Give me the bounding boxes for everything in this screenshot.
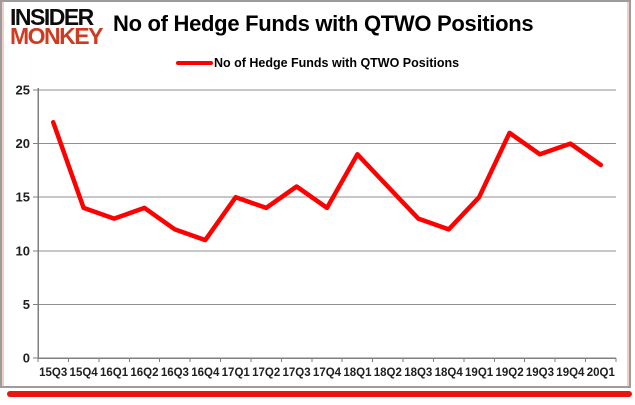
hedge-funds-series-line (50, 119, 604, 243)
chart-title: No of Hedge Funds with QTWO Positions (113, 11, 534, 36)
x-axis-tick-label: 18Q3 (404, 367, 432, 379)
chart-frame (0, 0, 631, 388)
x-axis-tick-label: 16Q2 (130, 367, 158, 379)
y-axis-tick-label: 15 (16, 190, 30, 205)
x-axis-tick-label: 16Q4 (191, 367, 220, 379)
legend: No of Hedge Funds with QTWO Positions (0, 56, 635, 70)
y-axis-tick-label: 10 (16, 243, 30, 258)
x-axis-tick-label: 17Q4 (313, 367, 342, 379)
x-axis-tick-label: 17Q3 (283, 367, 311, 379)
x-axis-tick-label: 19Q2 (495, 367, 523, 379)
x-axis-tick-label: 18Q4 (435, 367, 464, 379)
bottom-red-bar (7, 391, 632, 397)
x-axis-tick-label: 17Q2 (252, 367, 280, 379)
y-axis-tick-label: 0 (23, 351, 30, 366)
x-axis-tick-label: 16Q1 (100, 367, 129, 379)
x-axis-tick-label: 15Q4 (70, 367, 99, 379)
x-axis-tick-label: 17Q1 (222, 367, 251, 379)
insider-monkey-logo: INSIDER MONKEY (10, 4, 103, 49)
x-axis-tick-label: 19Q1 (465, 367, 494, 379)
y-axis-tick-label: 20 (16, 136, 30, 151)
x-axis-tick-label: 18Q2 (374, 367, 402, 379)
logo-text-monkey: MONKEY (10, 23, 103, 49)
y-axis-tick-label: 25 (16, 83, 30, 98)
x-axis-tick-label: 18Q1 (343, 367, 372, 379)
x-axis-tick-label: 15Q3 (39, 367, 67, 379)
logo-text-insider: INSIDER (10, 4, 94, 30)
legend-label: No of Hedge Funds with QTWO Positions (213, 56, 460, 70)
x-axis-tick-label: 19Q4 (556, 367, 585, 379)
x-axis-tick-label: 16Q3 (161, 367, 189, 379)
legend-line-swatch (175, 61, 213, 65)
y-axis-tick-label: 5 (23, 297, 30, 312)
x-axis-tick-label: 19Q3 (526, 367, 554, 379)
x-axis-tick-label: 20Q1 (587, 367, 616, 379)
